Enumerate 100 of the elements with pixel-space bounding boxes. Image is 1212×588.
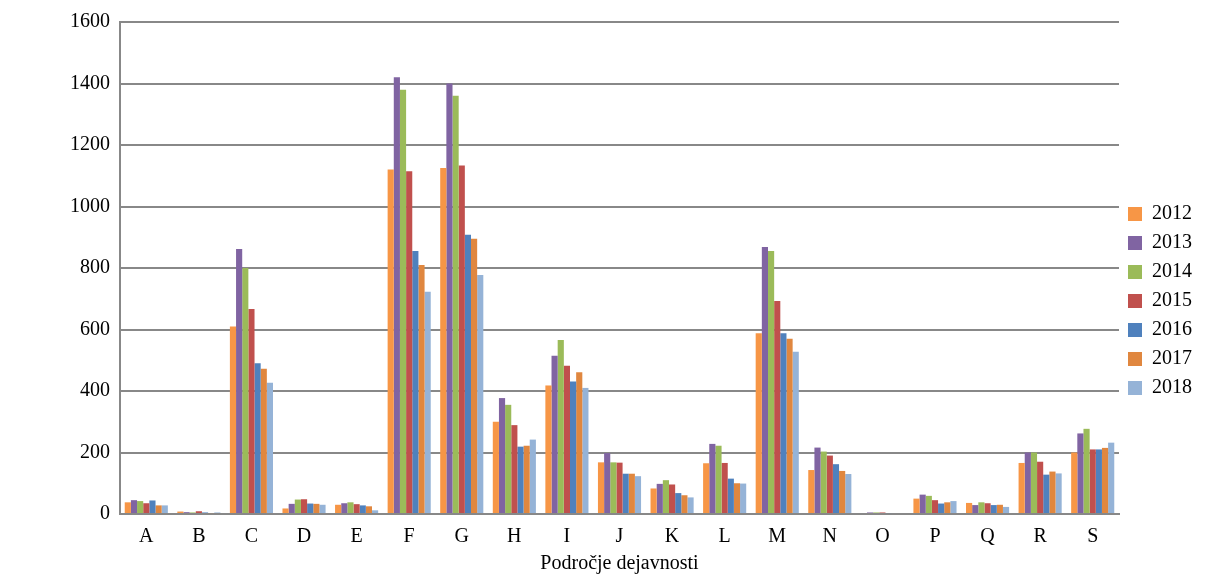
x-tick-label: E: [350, 524, 363, 547]
bar: [1030, 452, 1038, 513]
bar: [266, 382, 274, 513]
bar: [604, 453, 611, 513]
bar: [471, 238, 478, 513]
bar: [517, 446, 524, 513]
bar: [288, 503, 295, 513]
bar: [966, 502, 973, 513]
y-tick-label: 1200: [70, 132, 110, 155]
legend-label: 2014: [1152, 259, 1192, 282]
bar: [1071, 452, 1078, 513]
x-tick-label: K: [664, 524, 680, 547]
bar: [307, 503, 314, 513]
bar: [347, 502, 354, 513]
bar: [149, 500, 156, 513]
bar: [341, 503, 348, 513]
bar: [774, 300, 781, 513]
bar: [576, 372, 583, 513]
bar: [950, 501, 957, 513]
bar: [597, 462, 605, 513]
bar: [761, 247, 768, 513]
bar: [662, 480, 669, 513]
legend-label: 2015: [1152, 288, 1192, 311]
x-tick-label: Q: [980, 524, 996, 547]
bar: [248, 308, 255, 513]
bar: [372, 510, 379, 513]
x-tick-label: H: [507, 524, 522, 547]
bar: [313, 503, 320, 513]
bar: [675, 493, 682, 513]
x-axis-title: Področje dejavnosti: [540, 551, 700, 575]
legend-label: 2013: [1152, 230, 1192, 253]
bar: [978, 502, 985, 513]
bar: [780, 333, 787, 513]
bar: [944, 502, 951, 513]
bar: [1108, 442, 1115, 513]
bar: [505, 404, 512, 513]
bar: [1002, 506, 1010, 513]
bar: [820, 451, 827, 513]
bar: [656, 483, 663, 513]
bar: [1043, 474, 1050, 513]
bar: [808, 470, 815, 513]
bar: [440, 168, 447, 513]
bar: [839, 470, 846, 513]
bar: [1095, 449, 1102, 513]
bar: [359, 505, 366, 513]
legend-label: 2016: [1152, 317, 1192, 340]
x-tick-label: J: [615, 524, 624, 547]
bar: [229, 326, 237, 513]
bar: [984, 503, 991, 513]
bar: [715, 445, 722, 513]
bar: [424, 291, 431, 513]
x-tick-label: N: [822, 524, 838, 547]
x-tick-label: M: [768, 524, 787, 547]
bar: [938, 503, 945, 513]
bar: [786, 338, 793, 513]
bar: [919, 494, 926, 513]
bar: [418, 264, 425, 513]
bar: [681, 495, 688, 513]
bar: [1024, 452, 1031, 513]
x-tick-label: D: [296, 524, 312, 547]
bar: [458, 165, 465, 513]
bar: [498, 398, 506, 513]
bar: [721, 462, 728, 513]
bar: [610, 462, 617, 513]
bar: [137, 501, 144, 513]
x-tick-label: I: [563, 524, 571, 547]
bar: [557, 339, 564, 513]
x-tick-label: F: [403, 524, 415, 547]
bar: [406, 171, 413, 513]
legend-label: 2017: [1152, 346, 1192, 369]
bar: [155, 505, 162, 513]
bar: [832, 464, 840, 513]
bar: [294, 499, 301, 513]
bar: [563, 365, 570, 513]
y-tick-label: 0: [100, 501, 110, 524]
x-tick-label: A: [139, 524, 155, 547]
bar: [669, 484, 676, 513]
bar: [582, 387, 589, 513]
bar: [353, 504, 360, 513]
bar: [242, 268, 249, 513]
bar: [143, 503, 150, 513]
y-tick-label: 600: [80, 316, 110, 339]
x-tick-label: C: [244, 524, 259, 547]
y-tick-label: 1000: [70, 193, 110, 216]
bar: [845, 474, 852, 513]
x-tick-label: G: [454, 524, 469, 547]
bar: [792, 351, 799, 513]
bar: [913, 498, 920, 513]
bar: [161, 505, 168, 513]
bar: [622, 473, 629, 513]
bar: [826, 455, 833, 513]
bar: [931, 500, 939, 513]
legend-label: 2018: [1152, 375, 1192, 398]
bar: [687, 497, 694, 513]
y-tick-label: 800: [80, 255, 110, 278]
x-tick-label: S: [1087, 524, 1099, 547]
bar: [755, 333, 762, 513]
bar: [464, 234, 471, 513]
bar: [511, 425, 518, 513]
bar: [124, 502, 131, 513]
